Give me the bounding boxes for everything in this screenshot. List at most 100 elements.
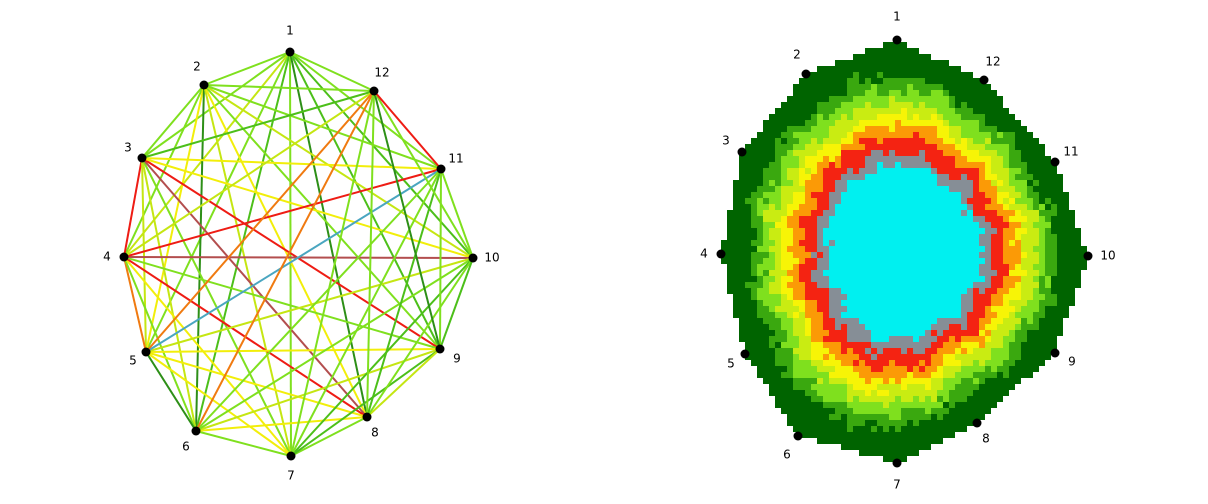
- heat-cell: [937, 90, 943, 96]
- heat-cell: [817, 330, 823, 336]
- heat-cell: [1033, 156, 1039, 162]
- heat-cell: [847, 126, 853, 132]
- heat-cell: [757, 216, 763, 222]
- heat-cell: [1003, 336, 1009, 342]
- heat-cell: [901, 282, 907, 288]
- heat-cell: [865, 228, 871, 234]
- heat-cell: [805, 402, 811, 408]
- heat-cell: [829, 426, 835, 432]
- heat-cell: [949, 180, 955, 186]
- heat-cell: [847, 192, 853, 198]
- heat-cell: [973, 252, 979, 258]
- heat-cell: [865, 306, 871, 312]
- heat-cell: [991, 204, 997, 210]
- heat-cell: [829, 180, 835, 186]
- heat-cell: [1051, 294, 1057, 300]
- heat-cell: [733, 228, 739, 234]
- heat-cell: [721, 258, 727, 264]
- heat-cell: [961, 150, 967, 156]
- heat-cell: [817, 150, 823, 156]
- heat-cell: [859, 210, 865, 216]
- heat-cell: [985, 294, 991, 300]
- heat-cell: [859, 198, 865, 204]
- heat-cell: [997, 336, 1003, 342]
- heat-cell: [847, 138, 853, 144]
- heat-cell: [919, 288, 925, 294]
- heat-cell: [901, 252, 907, 258]
- heat-cell: [973, 378, 979, 384]
- heat-cell: [871, 342, 877, 348]
- heat-cell: [823, 438, 829, 444]
- heat-cell: [877, 396, 883, 402]
- heat-cell: [961, 408, 967, 414]
- heat-cell: [1057, 282, 1063, 288]
- heat-cell: [1015, 150, 1021, 156]
- heat-cell: [787, 276, 793, 282]
- heat-cell: [781, 222, 787, 228]
- heat-cell: [859, 252, 865, 258]
- heat-cell: [883, 288, 889, 294]
- heat-cell: [1057, 198, 1063, 204]
- heat-cell: [949, 90, 955, 96]
- heat-cell: [865, 294, 871, 300]
- heat-cell: [1015, 138, 1021, 144]
- heat-cell: [895, 270, 901, 276]
- heat-cell: [967, 414, 973, 420]
- heat-cell: [853, 402, 859, 408]
- heat-cell: [781, 156, 787, 162]
- heat-cell: [961, 144, 967, 150]
- heat-cell: [949, 282, 955, 288]
- heat-cell: [847, 258, 853, 264]
- heat-cell: [865, 60, 871, 66]
- heat-cell: [793, 282, 799, 288]
- heat-cell: [1033, 294, 1039, 300]
- heat-cell: [973, 186, 979, 192]
- heat-cell: [979, 186, 985, 192]
- heat-cell: [967, 114, 973, 120]
- heat-cell: [847, 168, 853, 174]
- heat-cell: [865, 144, 871, 150]
- heat-cell: [913, 336, 919, 342]
- heat-cell: [1057, 234, 1063, 240]
- heat-cell: [841, 360, 847, 366]
- heat-cell: [847, 354, 853, 360]
- heat-cell: [985, 138, 991, 144]
- heat-cell: [799, 84, 805, 90]
- heat-cell: [1003, 342, 1009, 348]
- heat-cell: [1003, 300, 1009, 306]
- heat-cell: [787, 132, 793, 138]
- heat-cell: [901, 396, 907, 402]
- heat-cell: [901, 384, 907, 390]
- heat-cell: [817, 132, 823, 138]
- heat-cell: [919, 444, 925, 450]
- edge-4-9: [123, 256, 441, 350]
- heat-cell: [1009, 324, 1015, 330]
- heat-cell: [877, 426, 883, 432]
- heat-cell: [961, 282, 967, 288]
- heat-cell: [1033, 210, 1039, 216]
- heat-cell: [997, 102, 1003, 108]
- heat-cell: [1057, 240, 1063, 246]
- heat-cell: [1003, 324, 1009, 330]
- heat-cell: [853, 162, 859, 168]
- heat-cell: [751, 204, 757, 210]
- heat-cell: [937, 180, 943, 186]
- heat-cell: [847, 156, 853, 162]
- heat-cell: [835, 150, 841, 156]
- heat-cell: [925, 78, 931, 84]
- heat-cell: [967, 366, 973, 372]
- heat-cell: [805, 378, 811, 384]
- heat-cell: [1057, 318, 1063, 324]
- heat-cell: [739, 168, 745, 174]
- heat-cell: [895, 102, 901, 108]
- heat-cell: [769, 228, 775, 234]
- heat-cell: [745, 300, 751, 306]
- heat-cell: [817, 216, 823, 222]
- heat-cell: [859, 276, 865, 282]
- heat-cell: [799, 264, 805, 270]
- heat-cell: [925, 318, 931, 324]
- heat-cell: [751, 156, 757, 162]
- heat-cell: [799, 396, 805, 402]
- heat-cell: [847, 84, 853, 90]
- heat-cell: [901, 444, 907, 450]
